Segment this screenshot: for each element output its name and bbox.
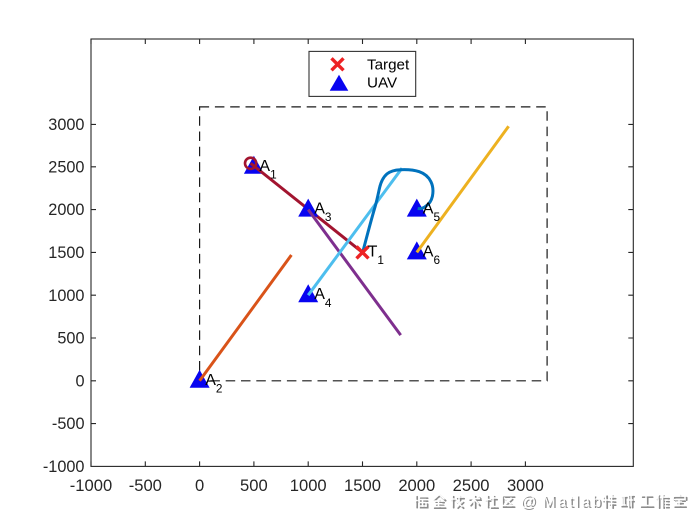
svg-text:2000: 2000: [48, 201, 84, 219]
svg-text:UAV: UAV: [367, 75, 398, 92]
svg-text:1000: 1000: [290, 476, 327, 495]
svg-text:2000: 2000: [398, 476, 435, 495]
svg-text:1000: 1000: [48, 287, 84, 305]
svg-text:0: 0: [195, 476, 204, 495]
svg-text:Matlab: Matlab: [542, 494, 603, 511]
svg-text:3000: 3000: [507, 476, 544, 495]
svg-text:-1000: -1000: [43, 458, 85, 476]
svg-text:1500: 1500: [344, 476, 381, 495]
svg-text:2500: 2500: [48, 158, 84, 176]
svg-text:@: @: [522, 495, 538, 512]
svg-text:Target: Target: [367, 56, 410, 73]
svg-text:500: 500: [240, 476, 268, 495]
svg-text:3000: 3000: [48, 116, 84, 134]
svg-text:-1000: -1000: [70, 476, 112, 495]
svg-text:-500: -500: [129, 476, 162, 495]
svg-text:Matlab: Matlab: [544, 495, 605, 512]
svg-text:-500: -500: [52, 415, 85, 433]
svg-text:2500: 2500: [453, 476, 490, 495]
svg-text:500: 500: [57, 330, 84, 348]
svg-text:@: @: [520, 494, 536, 511]
svg-text:1500: 1500: [48, 244, 84, 262]
svg-text:0: 0: [75, 372, 84, 390]
